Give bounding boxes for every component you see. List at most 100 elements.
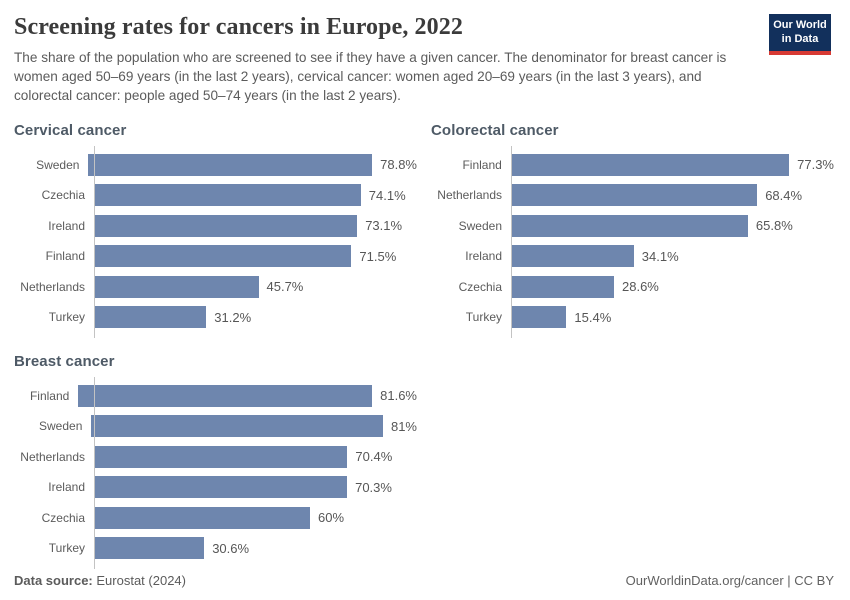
bar-row: Sweden 78.8% [14, 149, 417, 180]
bar[interactable] [94, 184, 361, 206]
bar-wrap: 60% [94, 502, 344, 533]
owid-logo-line1: Our World [773, 19, 827, 31]
bar[interactable] [94, 306, 207, 328]
value-label: 65.8% [755, 218, 793, 233]
entity-label: Sweden [39, 419, 83, 433]
panel-title-breast: Breast cancer [14, 353, 115, 371]
bar-wrap: 74.1% [94, 180, 406, 211]
bar-wrap: 30.6% [94, 533, 249, 564]
entity-label: Sweden [458, 218, 502, 233]
bar[interactable] [511, 184, 758, 206]
bar-wrap: 70.3% [94, 472, 392, 503]
bar-wrap: 31.2% [94, 302, 251, 333]
bar[interactable] [94, 506, 310, 529]
bar[interactable] [511, 306, 567, 328]
entity-label: Finland [462, 157, 502, 172]
entity-label: Ireland [48, 218, 85, 233]
bar-wrap: 15.4% [511, 302, 611, 333]
entity-label: Czechia [458, 279, 502, 294]
bar-row: Netherlands 45.7% [14, 271, 417, 302]
value-label: 68.4% [765, 187, 803, 203]
entity-label: Turkey [465, 310, 502, 324]
entity-label: Finland [29, 388, 70, 403]
value-label: 15.4% [574, 309, 612, 325]
bar[interactable] [511, 214, 748, 237]
bar-row: Sweden 81% [14, 411, 417, 442]
value-label: 73.1% [365, 218, 403, 233]
chart-header: Screening rates for cancers in Europe, 2… [14, 10, 834, 105]
entity-label: Ireland [465, 249, 502, 263]
value-label: 77.3% [797, 157, 834, 172]
data-source-label: Data source: [14, 573, 93, 588]
value-label: 60% [318, 510, 345, 525]
bar[interactable] [94, 445, 348, 468]
entity-label: Czechia [41, 510, 85, 525]
value-label: 30.6% [212, 540, 250, 556]
bar[interactable] [91, 415, 383, 437]
value-label: 34.1% [641, 248, 679, 264]
value-label: 81% [390, 418, 417, 434]
value-label: 45.7% [266, 279, 304, 294]
bar[interactable] [510, 153, 790, 176]
bar-row: Finland 71.5% [14, 241, 417, 272]
entity-label: Netherlands [20, 449, 85, 464]
panel-title-cervical: Cervical cancer [14, 122, 127, 140]
owid-logo[interactable]: Our World in Data [769, 14, 831, 55]
bar-rows: Sweden 78.8% Czechia 74.1% Ireland 73.1% Finla… [14, 146, 417, 339]
bar-row: Turkey 30.6% [14, 533, 417, 564]
page-title: Screening rates for cancers in Europe, 2… [14, 14, 463, 40]
bar-wrap: 70.4% [94, 441, 392, 472]
bar-wrap: 81.6% [78, 380, 417, 411]
bar-row: Czechia 74.1% [14, 180, 417, 211]
bar[interactable] [94, 537, 205, 559]
y-axis-line [94, 377, 95, 570]
bar-rows: Finland 81.6% Sweden 81% Netherlands 70.4% Ire… [14, 377, 417, 570]
value-label: 71.5% [359, 248, 397, 264]
chart-footer: Data source: Eurostat (2024) OurWorldinD… [14, 573, 834, 588]
bar-row: Sweden 65.8% [431, 210, 834, 241]
bar[interactable] [78, 384, 373, 407]
entity-label: Turkey [48, 541, 85, 555]
panel-colorectal-cancer: Colorectal cancer Finland 77.3% Netherland… [431, 122, 834, 339]
panel-cervical-cancer: Cervical cancer Sweden 78.8% Czechia 74.1% I… [14, 122, 417, 339]
bar-row: Ireland 70.3% [14, 472, 417, 503]
bar-wrap: 45.7% [94, 271, 303, 302]
y-axis-line [511, 146, 512, 339]
entity-label: Turkey [48, 310, 85, 324]
y-axis-line [94, 146, 95, 339]
bar-wrap: 65.8% [511, 210, 793, 241]
value-label: 70.4% [355, 449, 393, 464]
bar-wrap: 77.3% [510, 149, 834, 180]
entity-label: Czechia [41, 188, 85, 202]
bar[interactable] [94, 476, 348, 498]
bar-wrap: 28.6% [511, 271, 659, 302]
value-label: 74.1% [368, 187, 406, 203]
bar-wrap: 81% [91, 411, 417, 442]
bar-row: Finland 77.3% [431, 149, 834, 180]
data-source: Data source: Eurostat (2024) [14, 573, 186, 588]
value-label: 28.6% [622, 279, 659, 294]
bar[interactable] [511, 245, 634, 267]
bar-row: Finland 81.6% [14, 380, 417, 411]
bar[interactable] [88, 153, 373, 176]
bar-wrap: 73.1% [94, 210, 402, 241]
bar-row: Turkey 15.4% [431, 302, 834, 333]
charts-grid: Cervical cancer Sweden 78.8% Czechia 74.1% I… [14, 122, 834, 570]
bar-row: Czechia 60% [14, 502, 417, 533]
entity-label: Sweden [36, 157, 80, 172]
bar-row: Turkey 31.2% [14, 302, 417, 333]
bar-wrap: 68.4% [511, 180, 802, 211]
bar[interactable] [94, 245, 352, 267]
entity-label: Netherlands [437, 188, 502, 202]
entity-label: Ireland [48, 480, 85, 494]
bar-row: Czechia 28.6% [431, 271, 834, 302]
bar[interactable] [511, 275, 614, 298]
bar[interactable] [94, 214, 358, 237]
bar-row: Netherlands 70.4% [14, 441, 417, 472]
chart-subtitle: The share of the population who are scre… [14, 50, 727, 103]
bar[interactable] [94, 275, 259, 298]
value-label: 78.8% [380, 157, 417, 172]
entity-label: Netherlands [20, 279, 85, 294]
owid-url-license-link[interactable]: OurWorldinData.org/cancer | CC BY [625, 573, 834, 588]
